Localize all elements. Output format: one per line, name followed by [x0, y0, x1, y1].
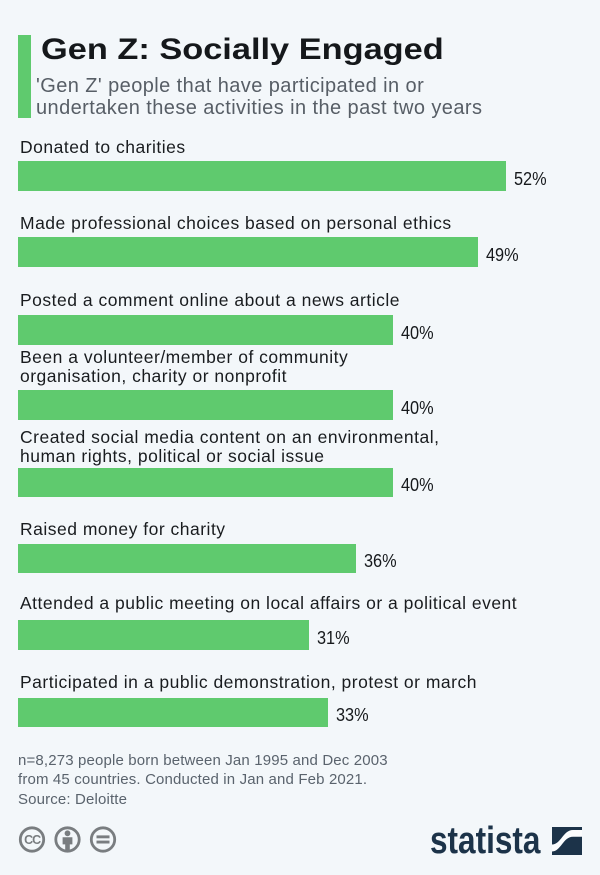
svg-text:CC: CC	[24, 833, 41, 847]
